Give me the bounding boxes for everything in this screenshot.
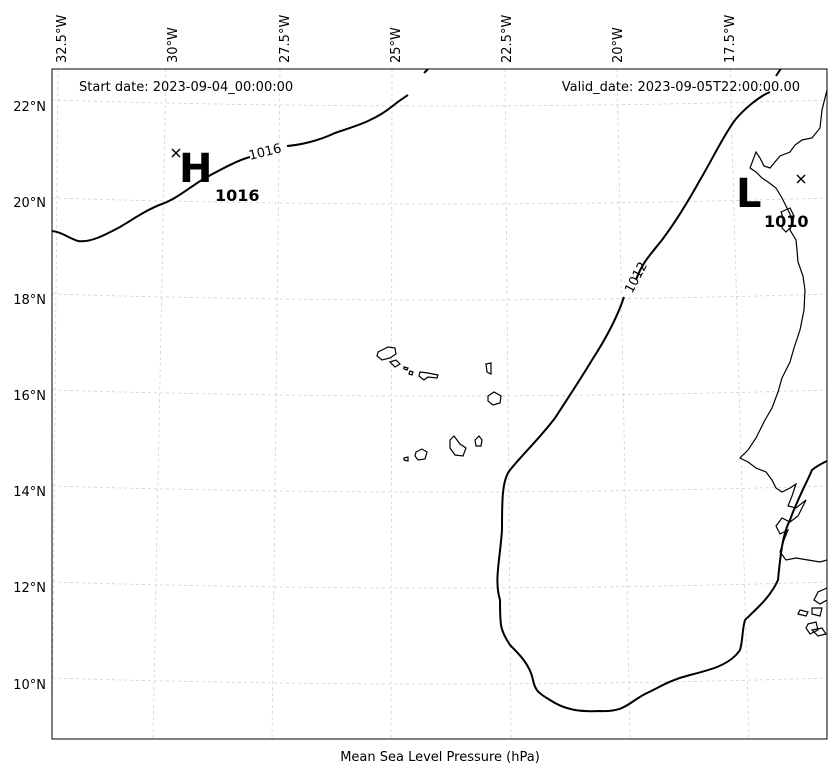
high-pressure-center: H 1016 [171, 146, 260, 205]
low-value: 1010 [764, 212, 809, 231]
isobar-1016 [52, 69, 429, 243]
lon-label: 20°W [611, 27, 626, 63]
lat-label: 14°N [13, 485, 46, 500]
map-caption: Mean Sea Level Pressure (hPa) [340, 750, 540, 765]
lat-label: 20°N [13, 196, 46, 211]
longitude-labels: 32.5°W 30°W 27.5°W 25°W 22.5°W 20°W 17.5… [55, 15, 738, 63]
low-pressure-center: L 1010 [736, 171, 809, 231]
low-letter: L [736, 171, 762, 217]
graticule-parallels [52, 99, 827, 685]
map-frame [52, 69, 827, 739]
lon-label: 22.5°W [500, 15, 515, 63]
map-border [51, 68, 828, 740]
valid-date: Valid_date: 2023-09-05T22:00:00.00 [562, 80, 800, 95]
high-letter: H [179, 146, 212, 192]
lon-label: 30°W [166, 27, 181, 63]
lon-label: 32.5°W [55, 15, 70, 63]
high-value: 1016 [215, 186, 260, 205]
lon-label: 25°W [389, 27, 404, 63]
guinea-bissau-coast [797, 587, 827, 637]
africa-coastline [738, 89, 827, 563]
start-date: Start date: 2023-09-04_00:00:00 [79, 80, 293, 95]
lon-label: 17.5°W [723, 15, 738, 63]
lat-label: 16°N [13, 389, 46, 404]
lat-label: 10°N [13, 678, 46, 693]
isobar-1012 [496, 69, 827, 713]
latitude-labels: 22°N 20°N 18°N 16°N 14°N 12°N 10°N [13, 100, 46, 693]
graticule-meridians [52, 69, 750, 739]
cape-verde-islands [376, 346, 502, 462]
lat-label: 22°N [13, 100, 46, 115]
cape-verde-peninsula [780, 207, 795, 233]
lat-label: 18°N [13, 293, 46, 308]
lon-label: 27.5°W [278, 15, 293, 63]
lat-label: 12°N [13, 581, 46, 596]
